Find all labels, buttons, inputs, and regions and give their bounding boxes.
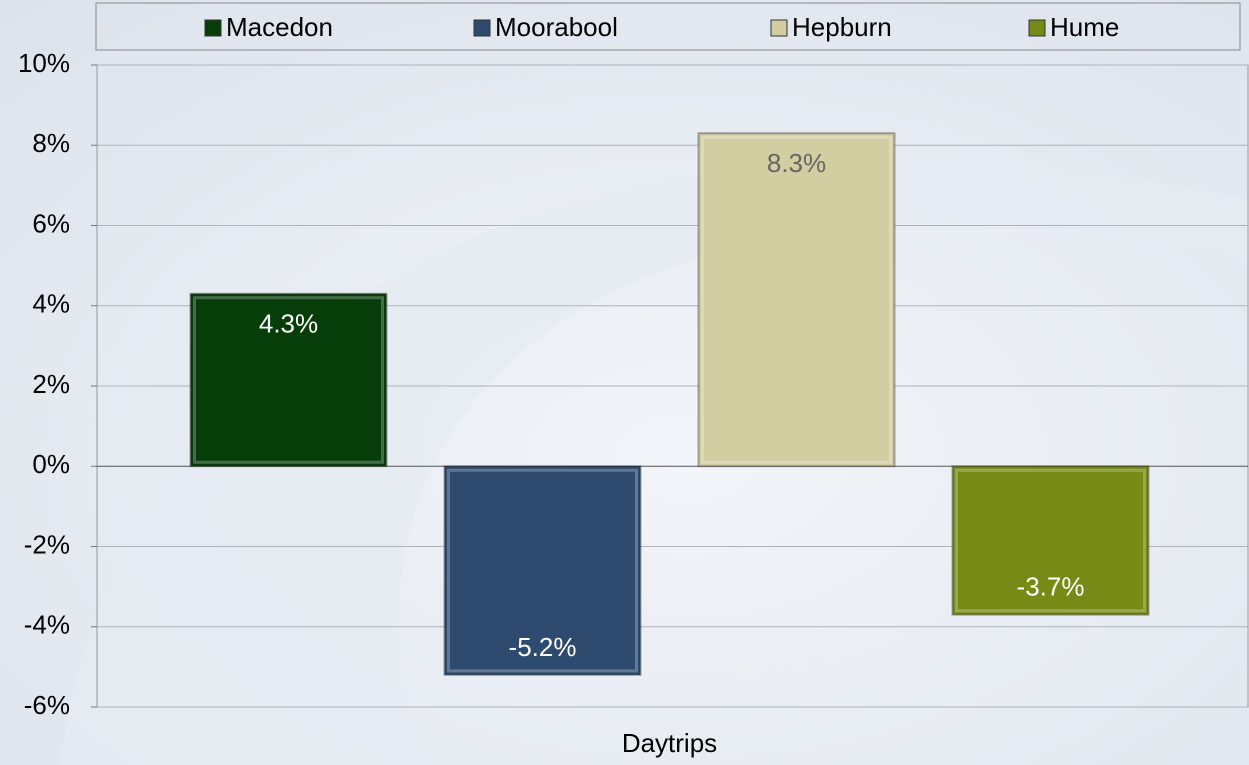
- data-label: 4.3%: [259, 309, 318, 339]
- y-tick-label: 6%: [32, 208, 70, 238]
- bar-bevel: [955, 468, 1146, 613]
- bar: [443, 465, 642, 676]
- y-tick-label: 10%: [18, 48, 70, 78]
- data-label: -5.2%: [509, 632, 577, 662]
- bar-bevel: [447, 468, 638, 673]
- y-tick-label: 8%: [32, 128, 70, 158]
- legend-box: [95, 2, 1241, 51]
- legend-swatch: [1028, 19, 1046, 37]
- y-tick-label: 0%: [32, 449, 70, 479]
- y-tick-label: -6%: [24, 690, 70, 720]
- bar: [697, 132, 896, 468]
- y-tick-label: 2%: [32, 369, 70, 399]
- x-tick-label: Daytrips: [622, 728, 717, 758]
- bar: [189, 292, 388, 468]
- bar-bevel: [701, 135, 892, 464]
- y-tick-label: -4%: [24, 610, 70, 640]
- legend-swatch: [473, 19, 491, 37]
- data-label: -3.7%: [1017, 572, 1085, 602]
- legend-label: Hume: [1050, 12, 1119, 42]
- legend-swatch: [204, 19, 222, 37]
- y-tick-label: 4%: [32, 289, 70, 319]
- legend-swatch: [770, 19, 788, 37]
- legend-label: Moorabool: [495, 12, 618, 42]
- y-tick-label: -2%: [24, 529, 70, 559]
- data-label: 8.3%: [767, 148, 826, 178]
- legend-label: Macedon: [226, 12, 333, 42]
- bar: [951, 465, 1150, 616]
- legend-label: Hepburn: [792, 12, 892, 42]
- bar-bevel: [193, 296, 384, 464]
